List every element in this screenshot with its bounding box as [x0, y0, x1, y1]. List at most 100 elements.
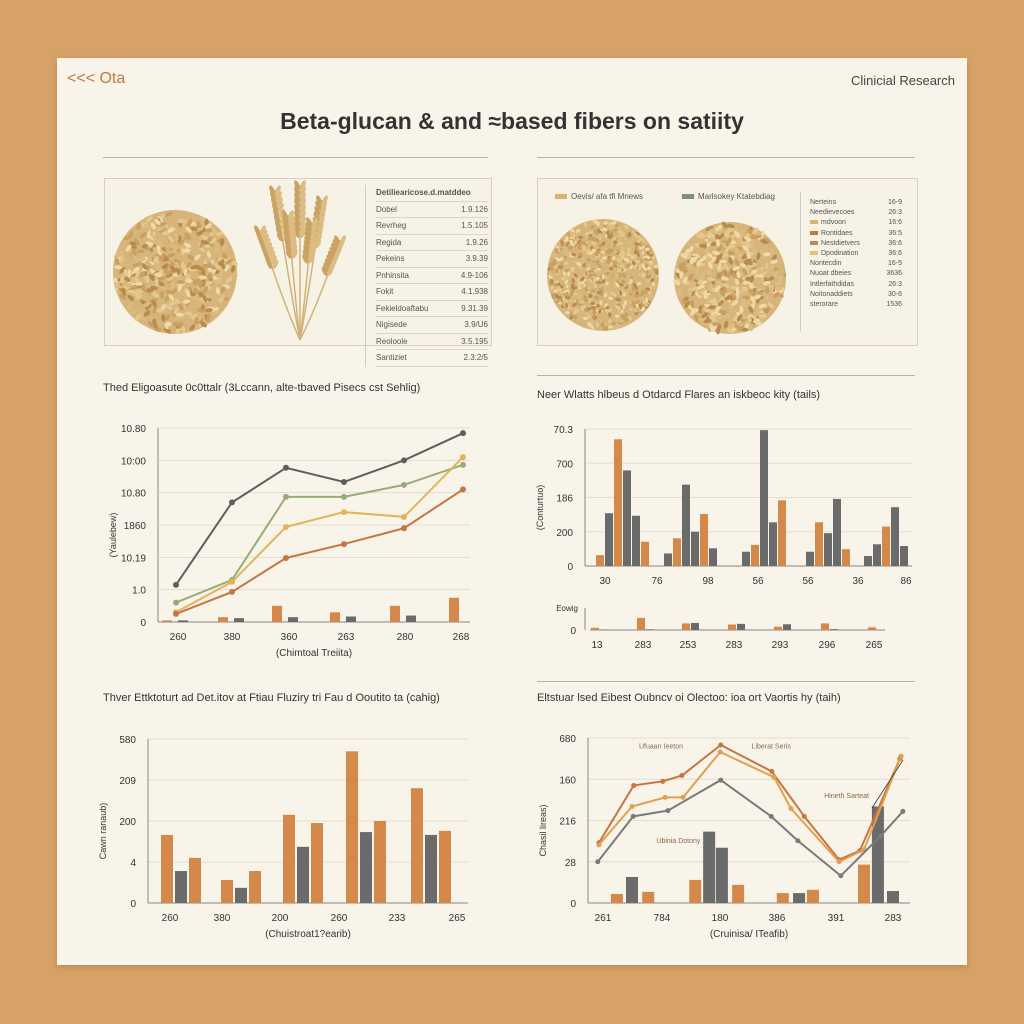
grain — [576, 277, 580, 283]
grain — [620, 263, 625, 269]
grain — [653, 264, 659, 269]
y-tick-label: 0 — [140, 618, 146, 629]
grain — [631, 301, 636, 306]
wheat-grain — [294, 216, 300, 226]
wheat-grain — [291, 249, 298, 259]
grain — [223, 264, 230, 272]
grain — [167, 252, 176, 258]
grain — [161, 263, 169, 269]
grain — [132, 248, 137, 256]
wheat-stem — [299, 221, 313, 341]
grain — [633, 264, 638, 269]
grain — [604, 271, 610, 276]
grain — [569, 315, 574, 320]
bar — [715, 847, 728, 903]
row-value: 30-6 — [887, 290, 902, 298]
row-value: 1.9.126 — [461, 204, 488, 214]
grain — [197, 225, 203, 233]
legend-swatch — [810, 230, 818, 235]
wheat-grain — [270, 191, 276, 201]
grain — [627, 275, 631, 281]
grain — [712, 250, 720, 256]
grain — [747, 314, 752, 323]
grain-pile-image — [547, 219, 659, 332]
grain — [619, 290, 623, 296]
grain — [603, 292, 608, 298]
x-axis-label: (Cruinisa/ ITeafib) — [710, 929, 788, 940]
grain — [638, 265, 642, 271]
data-point — [229, 588, 235, 595]
grain — [590, 306, 596, 310]
grain — [728, 257, 733, 265]
grain — [580, 305, 585, 311]
grain — [176, 312, 185, 317]
wheat-grain — [266, 242, 273, 252]
grain — [590, 289, 596, 293]
grain — [728, 323, 736, 330]
divider — [537, 375, 915, 376]
grain — [571, 260, 578, 264]
grain — [215, 231, 224, 236]
grain — [739, 305, 744, 314]
bar — [641, 541, 649, 566]
data-point — [283, 523, 289, 530]
grain — [695, 268, 700, 277]
grain — [570, 289, 575, 294]
grain — [594, 229, 598, 235]
chart-title: Thed Eligoasute 0c0ttalr (3Lccann, alte-… — [103, 382, 421, 394]
wheat-grain — [276, 191, 282, 201]
row-label: Nerteins — [810, 199, 837, 206]
x-tick-label: 200 — [272, 913, 289, 924]
legend-swatch — [810, 240, 818, 245]
grain — [775, 286, 784, 292]
grain — [677, 288, 682, 296]
grain — [586, 278, 592, 283]
grain — [163, 327, 171, 334]
grain — [154, 327, 163, 332]
row-value: 3.9.39 — [465, 254, 488, 263]
row-value: 1.9.26 — [465, 237, 488, 247]
grain — [200, 240, 209, 245]
grain — [698, 317, 707, 322]
legend-swatch — [682, 194, 694, 199]
grain — [758, 303, 767, 309]
grain — [121, 257, 126, 266]
grain — [631, 229, 637, 233]
bar — [360, 832, 372, 903]
brand-link[interactable]: <<< Ota — [67, 70, 126, 87]
grain — [744, 300, 751, 308]
grain — [160, 290, 165, 299]
x-tick-label: 391 — [828, 913, 845, 924]
row-label: Nigisede — [376, 320, 408, 329]
data-point — [173, 599, 179, 606]
grain — [769, 248, 776, 256]
table-row: Nontecdin 16-5 — [810, 259, 902, 269]
row-value: 4.1.938 — [461, 287, 488, 296]
y-tick-label: 209 — [119, 776, 136, 787]
grain — [138, 257, 147, 262]
data-point — [341, 541, 347, 548]
grain — [592, 309, 597, 315]
bar — [249, 871, 261, 903]
y-tick-label: 186 — [556, 494, 573, 505]
table-row: Intlerfathdidas 26:3 — [810, 280, 902, 290]
grain — [596, 271, 602, 276]
bar — [776, 893, 789, 903]
wheat-stem — [274, 189, 301, 341]
grain — [611, 321, 617, 326]
grain — [569, 228, 575, 233]
wheat-grain — [300, 204, 306, 214]
grain — [616, 263, 621, 268]
grain — [597, 309, 602, 314]
grain — [573, 310, 577, 315]
sub-bar — [821, 623, 829, 630]
row-value: 36:5 — [888, 229, 902, 237]
wheat-grain — [273, 214, 280, 224]
grain — [687, 245, 694, 253]
table-row: Reoloole 3.5.195 — [376, 334, 488, 350]
grain — [567, 304, 571, 310]
grain — [617, 230, 623, 234]
grain — [560, 240, 564, 245]
data-point — [838, 873, 844, 879]
wheat-grain — [288, 215, 295, 225]
